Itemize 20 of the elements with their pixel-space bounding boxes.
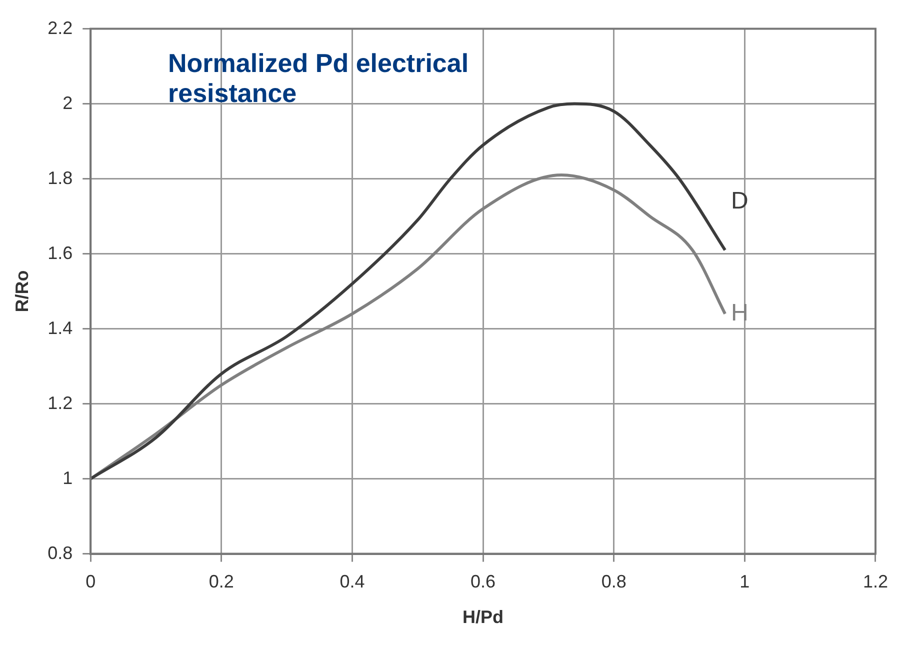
text: Normalized Pd electrical resistance: [168, 48, 470, 108]
y-tick-label: 1.4: [48, 318, 73, 338]
x-tick-label: 0.4: [340, 572, 365, 592]
y-tick-label: 0.8: [48, 542, 73, 563]
x-tick-label: 1: [740, 572, 750, 592]
y-tick-label: 1.2: [48, 392, 73, 413]
x-axis-title: H/Pd: [462, 607, 504, 628]
y-tick-label: 2: [62, 92, 73, 113]
y-axis-title: R/Ro: [12, 270, 32, 312]
x-tick-label: 0.8: [601, 572, 626, 592]
x-tick-label: 0.6: [470, 572, 496, 592]
x-tick-label: 1.2: [862, 572, 888, 592]
line-series: [90, 102, 727, 480]
series-label: D: [731, 188, 748, 215]
y-tick-label: 1.6: [48, 242, 73, 263]
y-tick-label: 1: [62, 468, 73, 488]
x-tick-label: 0: [86, 572, 96, 592]
y-tick-label: 2.2: [48, 18, 73, 38]
x-tick-label: 0.2: [208, 572, 234, 592]
y-tick-label: 1.8: [48, 168, 73, 188]
